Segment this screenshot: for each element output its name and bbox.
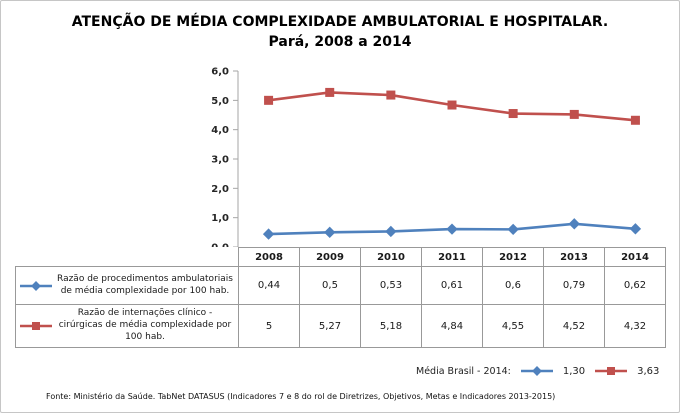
y-axis-tick-label: 1,0 — [211, 213, 229, 224]
series-value-cell: 0,6 — [482, 266, 544, 305]
y-axis-tick-label: 6,0 — [211, 67, 229, 78]
series-value-cell: 0,79 — [543, 266, 605, 305]
series-value-cell: 5,18 — [360, 304, 422, 348]
series-name-cell: Razão de procedimentos ambulatoriais de … — [15, 266, 239, 305]
chart-title-line2: Pará, 2008 a 2014 — [268, 34, 412, 50]
data-point-marker-square — [386, 90, 396, 100]
data-point-marker-diamond — [629, 223, 642, 235]
y-axis-tick-label: 2,0 — [211, 184, 229, 195]
table-year-cell: 2009 — [299, 247, 361, 267]
y-axis-tick-label: 5,0 — [211, 96, 229, 107]
series-value-cell: 4,52 — [543, 304, 605, 348]
data-point-marker-square — [508, 109, 518, 119]
data-point-marker-diamond — [31, 280, 41, 291]
data-point-marker-diamond — [531, 366, 542, 376]
data-point-marker-square — [32, 322, 40, 330]
legend-key-diamond-icon — [20, 280, 52, 291]
chart-title: ATENÇÃO DE MÉDIA COMPLEXIDADE AMBULATORI… — [1, 12, 679, 52]
series-value-cell: 4,32 — [604, 304, 666, 348]
media-brasil-label: Média Brasil - 2014: — [416, 365, 511, 377]
data-point-marker-diamond — [507, 223, 519, 236]
chart-title-line1: ATENÇÃO DE MÉDIA COMPLEXIDADE AMBULATORI… — [71, 14, 609, 30]
data-point-marker-square — [325, 87, 335, 97]
table-year-cell: 2010 — [360, 247, 422, 267]
series-value-cell: 5,27 — [299, 304, 361, 348]
legend-key-square-icon — [20, 322, 52, 330]
legend-key-diamond-icon — [520, 366, 553, 376]
data-point-marker-diamond — [568, 218, 580, 230]
media-brasil-value: 1,30 — [562, 365, 586, 377]
data-point-marker-square — [569, 109, 579, 119]
series-value-cell: 0,5 — [299, 266, 361, 305]
series-value-cell: 4,55 — [482, 304, 544, 348]
table-year-cell: 2011 — [421, 247, 483, 267]
series-value-cell: 5 — [238, 304, 300, 348]
series-value-cell: 0,62 — [604, 266, 666, 305]
data-point-marker-square — [264, 95, 274, 105]
line-chart-plot: 0,0 1,0 2,0 3,0 4,0 5,0 6,0 — [211, 67, 642, 250]
y-axis-tick-label: 3,0 — [211, 155, 229, 166]
data-point-marker-diamond — [262, 228, 275, 240]
media-brasil-legend: Média Brasil - 2014: 1,30 3,63 — [416, 363, 659, 379]
chart-data-table: 2008 2009 2010 2011 2012 2013 2014 Razão de pro… — [15, 247, 666, 348]
legend-key-square-icon — [595, 367, 628, 375]
data-point-marker-diamond — [324, 226, 336, 238]
y-axis-tick-label: 0,0 — [211, 243, 229, 250]
series-name-label: Razão de procedimentos ambulatoriais de … — [57, 273, 233, 296]
series-value-cell: 0,61 — [421, 266, 483, 305]
table-year-cell: 2012 — [482, 247, 544, 267]
media-brasil-value: 3,63 — [637, 365, 660, 377]
series-legend-entry: Razão de procedimentos ambulatoriais de … — [19, 274, 235, 297]
data-point-marker-diamond — [446, 223, 458, 235]
data-point-marker-square — [607, 367, 616, 375]
series-value-cell: 4,84 — [421, 304, 483, 348]
source-note: Fonte: Ministério da Saúde. TabNet DATAS… — [46, 392, 556, 401]
data-point-marker-square — [447, 100, 457, 110]
table-year-cell: 2013 — [543, 247, 605, 267]
data-point-marker-diamond — [385, 225, 397, 238]
table-years-row: 2008 2009 2010 2011 2012 2013 2014 — [16, 247, 666, 267]
table-corner-cell — [16, 248, 239, 267]
table-series-row: Razão de internações clínico - cirúrgica… — [15, 304, 666, 348]
data-point-marker-square — [630, 115, 640, 125]
series-name-label: Razão de internações clínico - cirúrgica… — [58, 308, 232, 342]
y-axis-tick-label: 4,0 — [211, 125, 229, 136]
series-value-cell: 0,53 — [360, 266, 422, 305]
series-name-cell: Razão de internações clínico - cirúrgica… — [15, 304, 239, 348]
table-year-cell: 2008 — [238, 247, 300, 267]
table-year-cell: 2014 — [604, 247, 666, 267]
series-value-cell: 0,44 — [238, 266, 300, 305]
series-legend-entry: Razão de internações clínico - cirúrgica… — [19, 308, 235, 343]
table-series-row: Razão de procedimentos ambulatoriais de … — [15, 266, 666, 305]
